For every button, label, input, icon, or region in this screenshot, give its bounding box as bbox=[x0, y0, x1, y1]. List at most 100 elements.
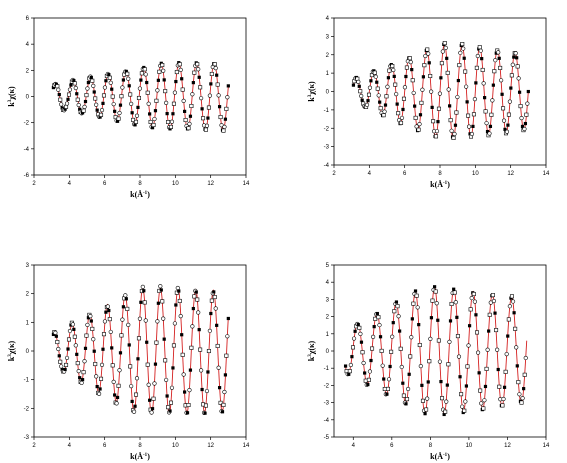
data-point-filled-square bbox=[363, 371, 367, 375]
data-point-filled-square bbox=[98, 115, 102, 119]
x-tick-label: 14 bbox=[243, 443, 250, 449]
data-point-open-square bbox=[128, 364, 133, 369]
data-point-open-circle bbox=[437, 91, 443, 96]
data-point-filled-square bbox=[442, 412, 446, 417]
data-point-open-square bbox=[524, 112, 529, 117]
data-point-open-square bbox=[506, 112, 511, 117]
data-point-filled-square bbox=[487, 329, 491, 333]
data-point-open-circle bbox=[213, 306, 218, 311]
data-point-filled-square bbox=[410, 68, 414, 72]
y-axis-title: k3χ(κ) bbox=[7, 86, 16, 107]
y-tick-label: 3 bbox=[26, 263, 30, 269]
data-point-open-square bbox=[209, 298, 214, 303]
data-point-open-circle bbox=[491, 298, 497, 304]
data-point-filled-square bbox=[394, 300, 399, 304]
data-point-filled-square bbox=[496, 367, 500, 372]
data-point-open-circle bbox=[348, 362, 353, 368]
data-point-filled-square bbox=[448, 104, 452, 108]
data-point-open-square bbox=[387, 68, 392, 73]
x-axis-title: k(Å-1) bbox=[130, 452, 150, 461]
data-point-filled-square bbox=[203, 411, 207, 415]
data-point-open-circle bbox=[447, 339, 452, 345]
data-point-open-square bbox=[90, 78, 95, 83]
data-point-open-square bbox=[101, 93, 106, 98]
data-point-filled-square bbox=[148, 398, 152, 402]
data-point-open-circle bbox=[517, 392, 522, 397]
data-point-open-circle bbox=[137, 316, 143, 321]
data-point-open-circle bbox=[158, 284, 163, 289]
data-point-open-square bbox=[218, 115, 223, 120]
data-point-open-square bbox=[416, 127, 421, 132]
x-tick-label: 6 bbox=[103, 181, 107, 187]
data-point-open-square bbox=[151, 396, 156, 401]
data-point-open-square bbox=[515, 64, 520, 69]
data-point-open-circle bbox=[199, 368, 204, 373]
x-axis-title: k(Å-1) bbox=[430, 452, 450, 461]
data-point-open-circle bbox=[67, 328, 73, 334]
data-point-open-square bbox=[136, 95, 141, 100]
data-point-open-square bbox=[405, 397, 410, 402]
data-point-filled-square bbox=[436, 120, 440, 124]
data-point-filled-square bbox=[383, 103, 388, 107]
data-point-filled-square bbox=[118, 351, 123, 355]
data-point-filled-square bbox=[360, 98, 364, 102]
data-point-open-square bbox=[460, 42, 465, 47]
data-point-open-square bbox=[221, 128, 226, 133]
y-tick-label: -6 bbox=[24, 173, 30, 179]
data-point-open-circle bbox=[204, 123, 210, 128]
data-point-open-circle bbox=[490, 98, 495, 103]
data-point-open-square bbox=[212, 62, 217, 67]
data-point-open-circle bbox=[356, 79, 361, 84]
data-point-filled-square bbox=[113, 393, 117, 397]
data-point-filled-square bbox=[191, 81, 195, 85]
data-point-filled-square bbox=[217, 105, 222, 109]
data-point-open-circle bbox=[411, 90, 416, 96]
data-point-open-square bbox=[350, 345, 355, 350]
data-point-open-circle bbox=[225, 95, 230, 100]
data-point-open-circle bbox=[120, 317, 125, 322]
data-point-open-circle bbox=[134, 376, 140, 381]
data-point-open-circle bbox=[428, 336, 433, 341]
data-point-filled-square bbox=[197, 75, 201, 79]
data-point-filled-square bbox=[523, 121, 528, 126]
data-point-filled-square bbox=[398, 329, 402, 333]
data-point-filled-square bbox=[430, 105, 434, 109]
data-point-open-circle bbox=[64, 355, 70, 361]
data-point-open-circle bbox=[391, 67, 396, 73]
data-point-open-circle bbox=[137, 86, 143, 91]
y-tick-label: -1 bbox=[324, 366, 330, 372]
data-point-filled-square bbox=[433, 285, 437, 289]
data-point-open-square bbox=[64, 362, 69, 367]
data-point-open-circle bbox=[143, 72, 148, 77]
data-point-filled-square bbox=[183, 109, 187, 113]
data-point-open-square bbox=[513, 326, 518, 331]
data-point-filled-square bbox=[493, 311, 497, 315]
data-point-open-square bbox=[457, 63, 462, 68]
x-tick-label: 4 bbox=[68, 443, 72, 449]
data-point-filled-square bbox=[159, 288, 163, 292]
data-point-filled-square bbox=[445, 383, 449, 387]
data-point-open-square bbox=[212, 295, 217, 300]
data-point-filled-square bbox=[520, 124, 525, 129]
data-point-open-square bbox=[93, 96, 98, 101]
data-point-open-square bbox=[107, 75, 112, 80]
data-point-filled-square bbox=[401, 107, 405, 112]
data-point-open-circle bbox=[367, 369, 373, 374]
data-point-filled-square bbox=[115, 119, 120, 123]
data-point-filled-square bbox=[215, 323, 219, 327]
data-point-open-square bbox=[404, 65, 409, 70]
data-point-filled-square bbox=[392, 74, 396, 79]
data-point-filled-square bbox=[480, 57, 484, 61]
data-point-open-square bbox=[398, 346, 403, 351]
data-point-open-circle bbox=[123, 293, 128, 298]
x-tick-label: 6 bbox=[390, 443, 394, 449]
data-point-open-square bbox=[481, 406, 486, 411]
data-point-open-square bbox=[428, 74, 433, 79]
data-point-open-circle bbox=[70, 322, 75, 327]
data-point-filled-square bbox=[517, 90, 522, 94]
data-point-open-square bbox=[396, 111, 401, 116]
y-tick-label: 0 bbox=[26, 349, 30, 355]
data-point-open-circle bbox=[120, 85, 125, 90]
data-point-filled-square bbox=[101, 347, 105, 351]
